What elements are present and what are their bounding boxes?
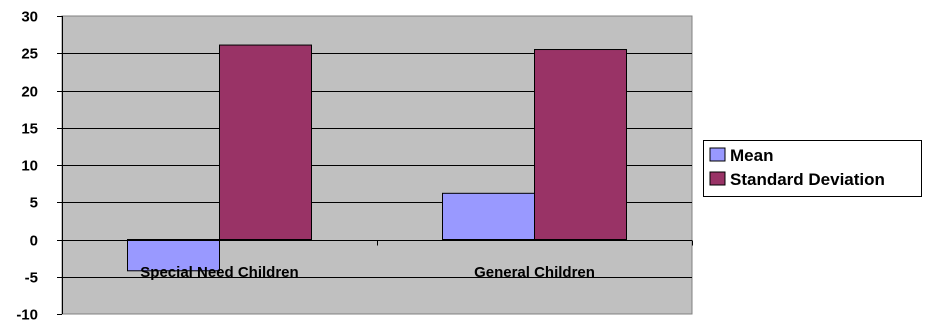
x-category-label: General Children [474, 264, 595, 281]
bars [127, 44, 627, 272]
legend-swatch-standard-deviation [709, 171, 726, 186]
y-tick-label: 15 [21, 121, 38, 138]
y-axis: 30 25 20 15 10 5 0 -5 -10 [16, 9, 63, 324]
legend-swatch-mean [709, 147, 726, 162]
bar-standard-deviation [219, 44, 312, 241]
legend: Mean Standard Deviation [703, 140, 922, 197]
bar-mean [127, 239, 220, 272]
y-tick-label: 0 [30, 233, 38, 250]
y-tick-label: 5 [30, 195, 38, 212]
bar-mean [442, 192, 535, 240]
y-tick-label: 30 [21, 9, 38, 26]
y-tick-label: -10 [16, 307, 38, 324]
bar-standard-deviation [534, 49, 627, 241]
y-tick-label: 20 [21, 84, 38, 101]
legend-box [703, 140, 922, 197]
x-axis: Special Need Children General Children [62, 240, 693, 281]
y-tick-label: 10 [21, 158, 38, 175]
y-tick-label: 25 [21, 46, 38, 63]
legend-label: Standard Deviation [730, 170, 885, 189]
legend-label: Mean [730, 146, 773, 165]
x-category-label: Special Need Children [140, 264, 298, 281]
y-tick-label: -5 [25, 270, 38, 287]
